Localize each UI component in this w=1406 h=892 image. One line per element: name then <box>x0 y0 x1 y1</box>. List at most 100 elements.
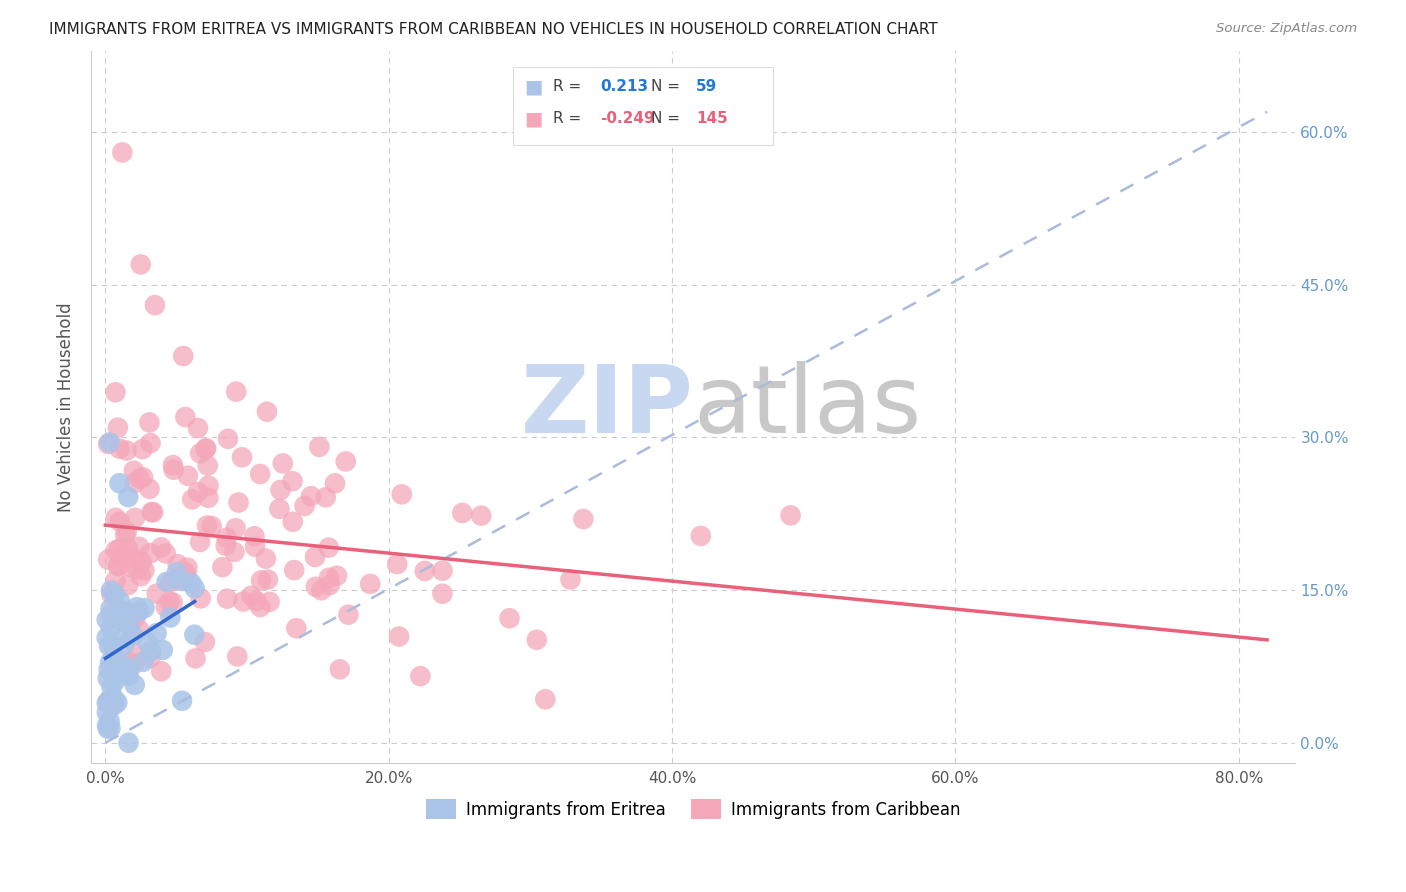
Point <box>134 563 156 577</box>
Point <box>311 583 333 598</box>
Point <box>432 564 454 578</box>
Point <box>108 476 131 491</box>
Text: ■: ■ <box>524 77 543 96</box>
Text: ZIP: ZIP <box>520 361 693 453</box>
Point <box>250 574 273 588</box>
Point <box>124 476 146 491</box>
Point <box>104 385 127 400</box>
Point <box>256 573 278 587</box>
Point <box>224 545 246 559</box>
Point <box>105 653 128 667</box>
Point <box>112 638 135 652</box>
Point <box>167 572 190 586</box>
Point <box>108 594 131 608</box>
Text: 145: 145 <box>696 112 728 126</box>
Point <box>117 669 139 683</box>
Point <box>155 574 177 589</box>
Point <box>98 693 121 707</box>
Point <box>283 563 305 577</box>
Point <box>97 663 120 677</box>
Point <box>98 714 121 728</box>
Point <box>105 695 128 709</box>
Point <box>131 442 153 457</box>
Point <box>104 574 127 588</box>
Point <box>170 574 193 588</box>
Point <box>155 546 177 560</box>
Point <box>162 458 184 472</box>
Point <box>104 587 127 601</box>
Point <box>319 578 342 592</box>
Point <box>100 680 122 694</box>
Point <box>142 505 165 519</box>
Point <box>329 662 352 676</box>
Point <box>183 628 205 642</box>
Point <box>97 694 120 708</box>
Text: R =: R = <box>553 79 586 94</box>
Point <box>124 610 146 624</box>
Point <box>155 600 177 615</box>
Point <box>195 518 218 533</box>
Point <box>231 450 253 465</box>
Point <box>335 454 357 468</box>
Point <box>217 432 239 446</box>
Point <box>108 515 131 529</box>
Point <box>432 587 454 601</box>
Point <box>100 621 122 635</box>
Text: Source: ZipAtlas.com: Source: ZipAtlas.com <box>1216 22 1357 36</box>
Point <box>101 640 124 654</box>
Point <box>326 568 349 582</box>
Text: N =: N = <box>651 112 685 126</box>
Text: R =: R = <box>553 112 586 126</box>
Point <box>159 574 181 589</box>
Point <box>124 510 146 524</box>
Point <box>388 630 411 644</box>
Point <box>103 691 125 706</box>
Point <box>176 560 198 574</box>
Point <box>215 591 238 606</box>
Point <box>197 491 219 505</box>
Point <box>299 489 322 503</box>
Point <box>129 569 152 583</box>
Point <box>232 594 254 608</box>
Point <box>304 549 326 564</box>
Point <box>184 651 207 665</box>
Point <box>560 573 582 587</box>
Point <box>100 721 122 735</box>
Point <box>100 601 122 615</box>
Point <box>188 535 211 549</box>
Point <box>413 564 436 578</box>
Point <box>195 441 218 455</box>
Point <box>111 145 134 160</box>
Point <box>249 599 271 614</box>
Point <box>359 577 381 591</box>
Point <box>128 540 150 554</box>
Text: IMMIGRANTS FROM ERITREA VS IMMIGRANTS FROM CARIBBEAN NO VEHICLES IN HOUSEHOLD CO: IMMIGRANTS FROM ERITREA VS IMMIGRANTS FR… <box>49 22 938 37</box>
Text: 0.213: 0.213 <box>600 79 648 94</box>
Point <box>96 706 118 720</box>
Point <box>97 672 120 686</box>
Point <box>215 531 238 545</box>
Point <box>174 567 197 582</box>
Point <box>294 499 316 513</box>
Point <box>103 698 125 712</box>
Text: ■: ■ <box>524 109 543 128</box>
Point <box>451 506 474 520</box>
Point <box>197 458 219 473</box>
Point <box>249 467 271 481</box>
Point <box>337 607 360 622</box>
Point <box>145 587 167 601</box>
Point <box>118 656 141 670</box>
Point <box>100 607 122 622</box>
Point <box>197 478 219 492</box>
Point <box>128 624 150 638</box>
Point <box>174 566 197 580</box>
Point <box>225 521 247 535</box>
Point <box>228 495 250 509</box>
Point <box>240 589 263 603</box>
Point <box>118 606 141 620</box>
Point <box>107 559 129 574</box>
Text: atlas: atlas <box>693 361 921 453</box>
Point <box>132 470 155 484</box>
Point <box>572 512 595 526</box>
Point <box>409 669 432 683</box>
